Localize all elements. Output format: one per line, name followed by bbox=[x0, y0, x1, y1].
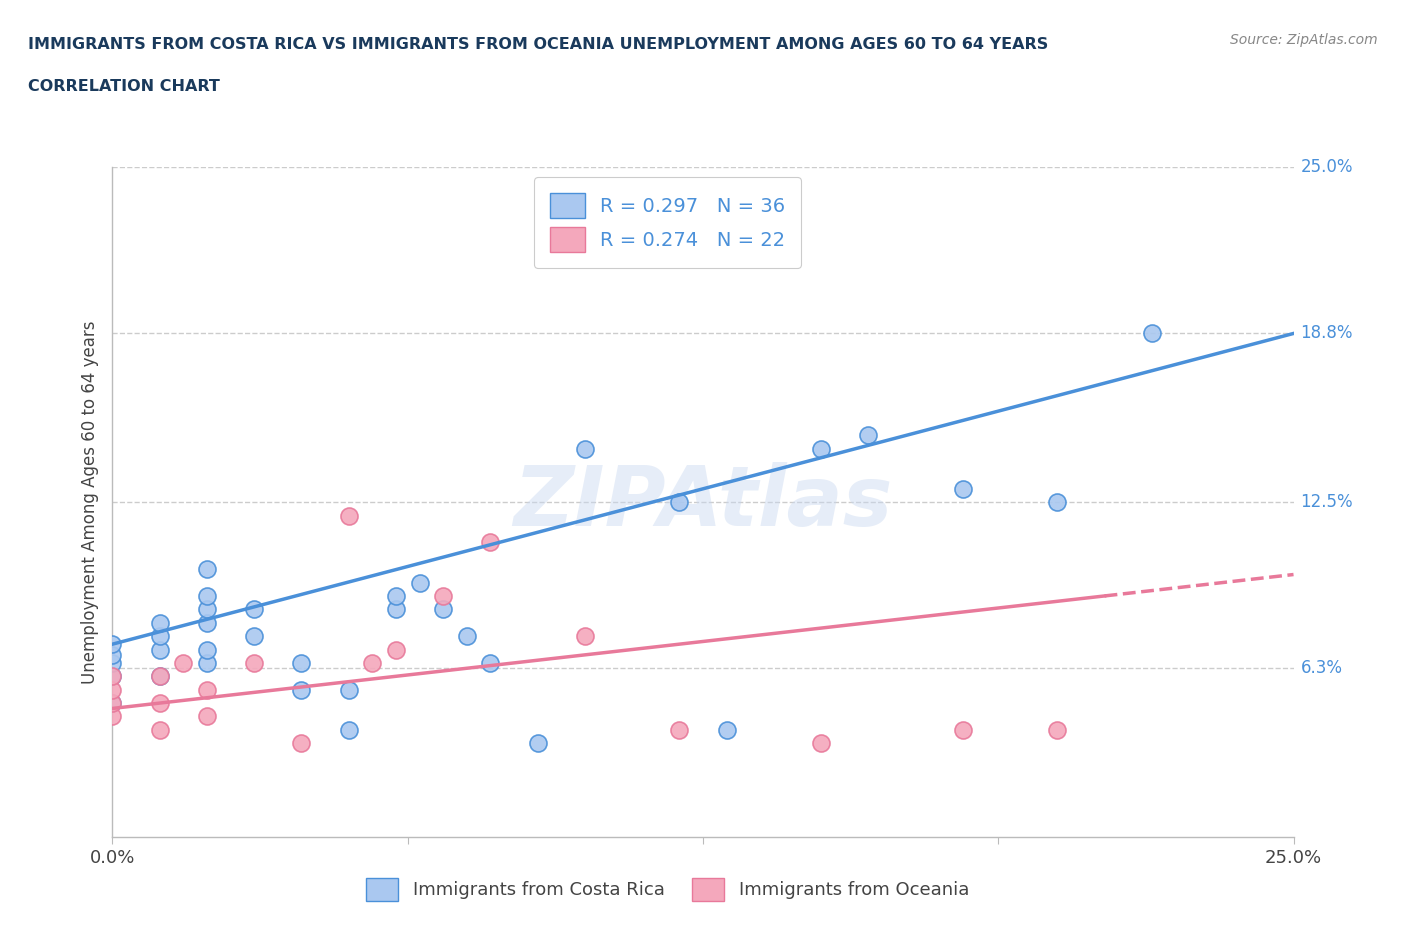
Point bbox=[101, 647, 124, 662]
Y-axis label: Unemployment Among Ages 60 to 64 years: Unemployment Among Ages 60 to 64 years bbox=[80, 321, 98, 684]
Point bbox=[952, 723, 974, 737]
Point bbox=[574, 441, 596, 456]
Point bbox=[101, 669, 124, 684]
Point bbox=[479, 535, 502, 550]
Point bbox=[195, 602, 218, 617]
Point bbox=[858, 428, 880, 443]
Point bbox=[195, 642, 218, 657]
Point bbox=[149, 616, 172, 631]
Point bbox=[810, 441, 832, 456]
Text: ZIPAtlas: ZIPAtlas bbox=[513, 461, 893, 543]
Point bbox=[668, 723, 690, 737]
Text: 25.0%: 25.0% bbox=[1301, 158, 1353, 177]
Text: 18.8%: 18.8% bbox=[1301, 325, 1353, 342]
Point bbox=[172, 656, 194, 671]
Point bbox=[195, 683, 218, 698]
Point bbox=[101, 709, 124, 724]
Point bbox=[361, 656, 384, 671]
Point bbox=[149, 669, 172, 684]
Legend: Immigrants from Costa Rica, Immigrants from Oceania: Immigrants from Costa Rica, Immigrants f… bbox=[359, 870, 976, 909]
Text: 12.5%: 12.5% bbox=[1301, 493, 1353, 512]
Point bbox=[243, 602, 266, 617]
Point bbox=[456, 629, 478, 644]
Point bbox=[810, 736, 832, 751]
Point bbox=[290, 683, 312, 698]
Text: CORRELATION CHART: CORRELATION CHART bbox=[28, 79, 219, 94]
Point bbox=[408, 575, 430, 590]
Point bbox=[195, 656, 218, 671]
Point bbox=[195, 589, 218, 604]
Point bbox=[149, 723, 172, 737]
Point bbox=[574, 629, 596, 644]
Text: IMMIGRANTS FROM COSTA RICA VS IMMIGRANTS FROM OCEANIA UNEMPLOYMENT AMONG AGES 60: IMMIGRANTS FROM COSTA RICA VS IMMIGRANTS… bbox=[28, 37, 1049, 52]
Point bbox=[149, 629, 172, 644]
Text: 6.3%: 6.3% bbox=[1301, 659, 1343, 677]
Point bbox=[716, 723, 738, 737]
Point bbox=[1140, 326, 1163, 341]
Point bbox=[243, 629, 266, 644]
Point bbox=[290, 656, 312, 671]
Point bbox=[385, 602, 408, 617]
Point bbox=[479, 656, 502, 671]
Point bbox=[101, 656, 124, 671]
Point bbox=[337, 508, 360, 523]
Point bbox=[526, 736, 548, 751]
Point bbox=[432, 589, 454, 604]
Point bbox=[385, 642, 408, 657]
Point bbox=[668, 495, 690, 510]
Point bbox=[195, 709, 218, 724]
Point bbox=[195, 562, 218, 577]
Point bbox=[149, 669, 172, 684]
Point bbox=[1046, 723, 1069, 737]
Point bbox=[101, 696, 124, 711]
Point bbox=[337, 683, 360, 698]
Point bbox=[952, 482, 974, 497]
Point bbox=[101, 637, 124, 652]
Point bbox=[149, 696, 172, 711]
Point bbox=[337, 723, 360, 737]
Point bbox=[101, 696, 124, 711]
Point bbox=[149, 642, 172, 657]
Point bbox=[432, 602, 454, 617]
Point bbox=[1046, 495, 1069, 510]
Text: Source: ZipAtlas.com: Source: ZipAtlas.com bbox=[1230, 33, 1378, 46]
Point bbox=[385, 589, 408, 604]
Point bbox=[101, 683, 124, 698]
Point bbox=[195, 616, 218, 631]
Point bbox=[101, 669, 124, 684]
Point bbox=[290, 736, 312, 751]
Point bbox=[243, 656, 266, 671]
